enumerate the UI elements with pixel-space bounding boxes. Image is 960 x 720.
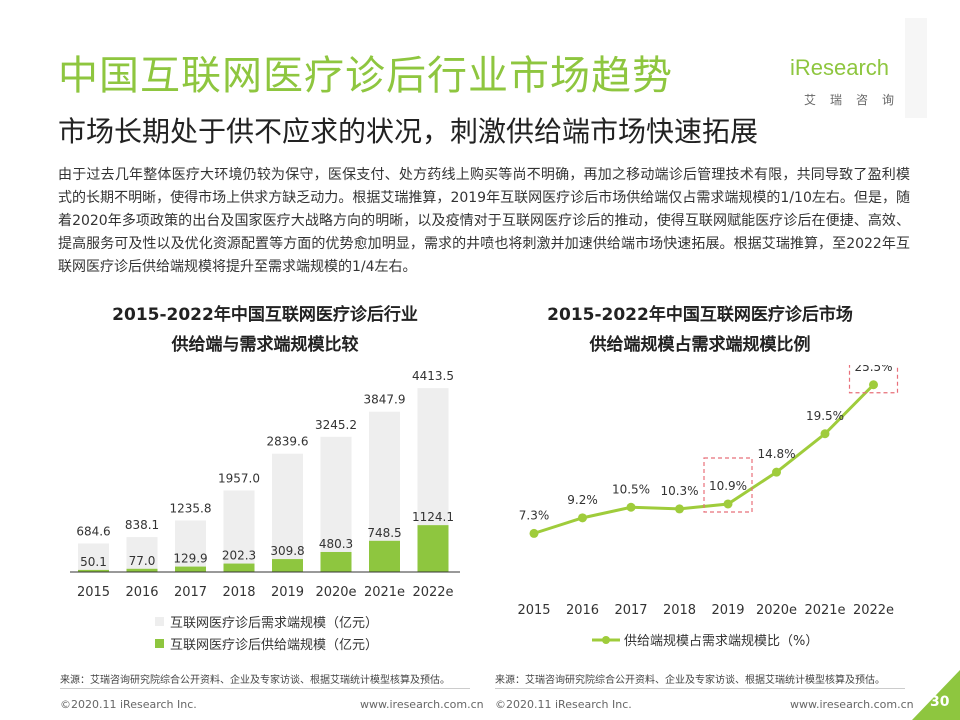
highlight-box: [848, 365, 899, 394]
x-tick-label: 2017: [614, 603, 647, 618]
ratio-value-label: 14.8%: [757, 447, 795, 461]
ratio-point: [723, 499, 733, 509]
bar-chart-title-line2: 供给端与需求端规模比较: [171, 335, 359, 355]
bar-legend-supply: 互联网医疗诊后供给端规模（亿元）: [155, 634, 378, 653]
bar-legend-supply-label: 互联网医疗诊后供给端规模（亿元）: [170, 638, 379, 653]
x-tick-label: 2020e: [756, 603, 797, 618]
supply-value-label: 309.8: [270, 544, 304, 558]
footer-copyright-left: ©2020.11 iResearch Inc.: [60, 698, 197, 711]
bar-legend-demand: 互联网医疗诊后需求端规模（亿元）: [155, 612, 378, 631]
x-tick-label: 2021e: [804, 603, 845, 618]
ratio-point: [626, 502, 636, 512]
ratio-value-label: 10.3%: [660, 484, 698, 498]
supply-value-label: 1124.1: [412, 510, 454, 524]
ratio-value-label: 9.2%: [567, 493, 598, 507]
supply-bar: [78, 569, 109, 572]
x-tick-label: 2017: [174, 585, 207, 600]
x-tick-label: 2016: [125, 585, 158, 600]
demand-value-label: 4413.5: [412, 369, 454, 383]
x-tick-label: 2018: [222, 585, 255, 600]
demand-value-label: 2839.6: [267, 435, 309, 449]
page-subtitle: 市场长期处于供不应求的状况，刺激供给端市场快速拓展: [58, 115, 759, 148]
logo-text: iResearch: [790, 55, 890, 80]
supply-value-label: 480.3: [319, 537, 353, 551]
demand-value-label: 3245.2: [315, 418, 357, 432]
demand-value-label: 1235.8: [170, 502, 212, 516]
ratio-point: [772, 467, 781, 477]
demand-value-label: 684.6: [76, 524, 110, 538]
x-tick-label: 2021e: [364, 585, 405, 600]
supply-bar: [272, 559, 303, 572]
demand-value-label: 1957.0: [218, 471, 260, 485]
demand-bar: [175, 520, 206, 572]
line-legend-label: 供给端规模占需求端规模比（%）: [624, 634, 819, 649]
footer-copyright-right: ©2020.11 iResearch Inc.: [495, 698, 632, 711]
line-legend: 供给端规模占需求端规模比（%）: [592, 630, 818, 649]
ratio-point: [675, 504, 684, 514]
supply-value-label: 77.0: [129, 554, 156, 568]
supply-bar: [223, 563, 255, 572]
ratio-point: [869, 380, 878, 390]
x-tick-label: 2015: [77, 585, 110, 600]
x-tick-label: 2022e: [412, 585, 453, 600]
footer-divider-right: [495, 688, 905, 689]
supply-value-label: 129.9: [173, 552, 207, 566]
ratio-point: [578, 513, 587, 523]
ratio-value-label: 25.5%: [854, 365, 892, 374]
highlight-box: [703, 457, 753, 513]
ratio-value-label: 7.3%: [519, 508, 550, 522]
bar-chart-source: 来源：艾瑞咨询研究院综合公开资料、企业及专家访谈、根据艾瑞统计模型核算及预估。: [60, 675, 450, 686]
intro-paragraph: 由于过去几年整体医疗大环境仍较为保守，医保支付、处方药线上购买等尚不明确，再加之…: [58, 167, 910, 275]
supply-bar: [417, 525, 449, 572]
x-tick-label: 2015: [517, 603, 550, 618]
line-chart-title: 2015-2022年中国互联网医疗诊后市场 供给端规模占需求端规模比例: [490, 300, 910, 360]
footer-url-left: www.iresearch.com.cn: [360, 698, 484, 711]
x-tick-label: 2019: [271, 585, 304, 600]
bar-legend-demand-label: 互联网医疗诊后需求端规模（亿元）: [170, 616, 379, 631]
line-chart-title-line1: 2015-2022年中国互联网医疗诊后市场: [547, 305, 853, 325]
ratio-value-label: 10.9%: [709, 479, 747, 493]
supply-value-label: 748.5: [367, 526, 401, 540]
x-tick-label: 2019: [711, 603, 744, 618]
footer-url-right: www.iresearch.com.cn: [790, 698, 914, 711]
corner-decoration: [905, 18, 927, 118]
page-number: 30: [930, 694, 950, 710]
logo-subtext: 艾瑞咨询: [804, 93, 909, 107]
line-legend-marker: [592, 635, 620, 644]
line-chart-source: 来源：艾瑞咨询研究院综合公开资料、企业及专家访谈、根据艾瑞统计模型核算及预估。: [495, 675, 885, 686]
x-tick-label: 2016: [566, 603, 599, 618]
iresearch-logo: iResearch 艾瑞咨询: [790, 55, 910, 115]
supply-bar: [369, 540, 400, 572]
supply-bar: [320, 551, 352, 572]
bar-legend-supply-swatch: [155, 639, 164, 648]
ratio-value-label: 10.5%: [612, 482, 650, 496]
supply-bar: [126, 568, 158, 572]
bar-chart-title-line1: 2015-2022年中国互联网医疗诊后行业: [112, 305, 418, 325]
supply-value-label: 202.3: [222, 549, 256, 563]
ratio-point: [820, 429, 830, 439]
x-tick-label: 2022e: [853, 603, 894, 618]
demand-value-label: 3847.9: [364, 393, 406, 407]
page-title: 中国互联网医疗诊后行业市场趋势: [58, 53, 673, 99]
bar-chart: 684.6 50.1 2015 838.1 77.0 2016 1235.8 129.9 201…: [70, 369, 460, 600]
bar-chart-title: 2015-2022年中国互联网医疗诊后行业 供给端与需求端规模比较: [60, 300, 470, 360]
line-chart: 7.3% 2015 9.2% 2016 10.5% 2017 10.3% 2018 10.9% 2…: [517, 365, 899, 618]
bar-legend-demand-swatch: [155, 617, 164, 626]
x-tick-label: 2018: [663, 603, 696, 618]
ratio-point: [529, 528, 539, 538]
supply-bar: [175, 566, 206, 572]
demand-bar: [126, 537, 158, 572]
ratio-value-label: 19.5%: [806, 409, 844, 423]
demand-value-label: 838.1: [125, 518, 159, 532]
x-tick-label: 2020e: [315, 585, 356, 600]
demand-bar: [320, 436, 352, 572]
demand-bar: [272, 453, 303, 572]
footer-divider-left: [60, 688, 470, 689]
line-chart-title-line2: 供给端规模占需求端规模比例: [589, 335, 811, 355]
page-corner: [912, 670, 960, 720]
demand-bar: [223, 490, 255, 572]
demand-bar: [78, 543, 109, 572]
supply-value-label: 50.1: [80, 555, 107, 569]
